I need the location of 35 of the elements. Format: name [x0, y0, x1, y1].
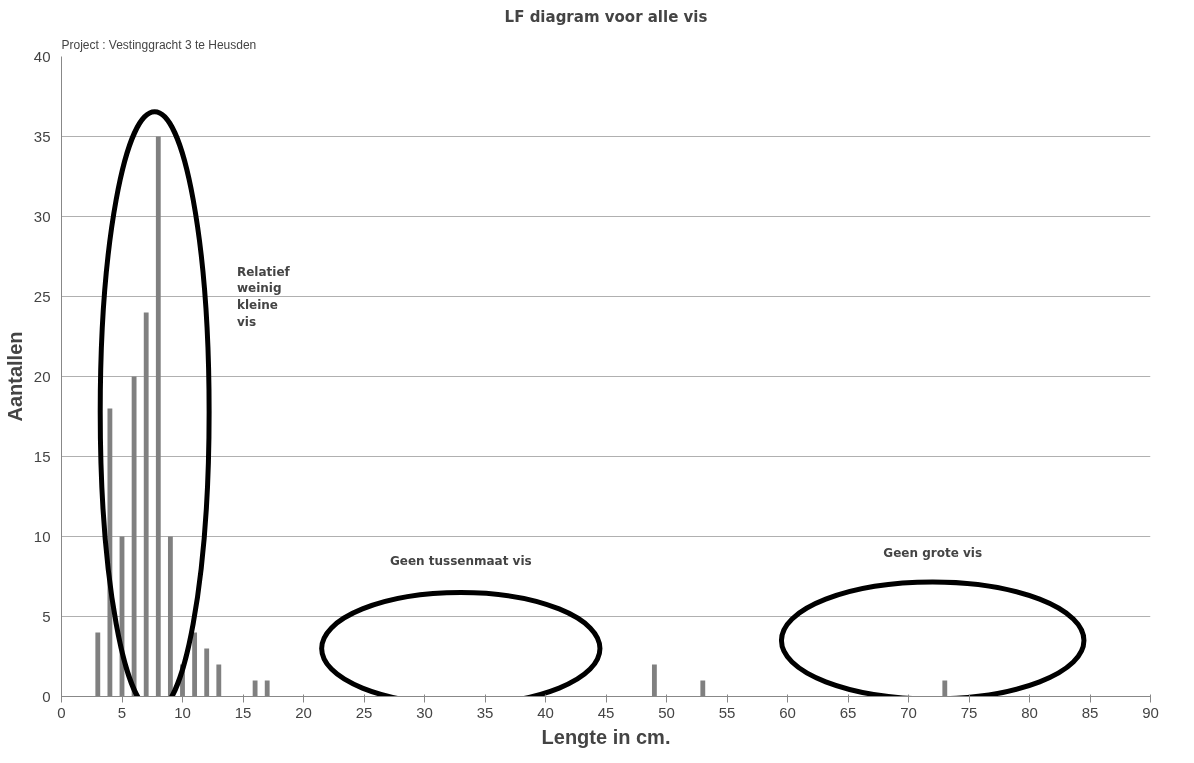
x-tick-label: 15: [234, 703, 252, 721]
x-tick-label: 40: [537, 703, 554, 721]
x-axis-title: Lengte in cm.: [541, 725, 671, 748]
y-tick-label: 10: [33, 527, 51, 545]
x-tick-label: 90: [1142, 703, 1159, 721]
x-tick-label: 80: [1021, 703, 1038, 721]
x-tick-label: 50: [658, 703, 675, 721]
x-tick-label: 85: [1081, 703, 1099, 721]
x-tick-label: 20: [295, 703, 312, 721]
x-tick-label: 55: [718, 703, 736, 721]
chart-subtitle: Project : Vestinggracht 3 te Heusden: [61, 37, 257, 52]
x-tick-label: 30: [416, 703, 433, 721]
x-tick-label: 65: [839, 703, 857, 721]
y-axis-title: Aantallen: [3, 331, 26, 422]
x-tick-label: 10: [174, 703, 191, 721]
x-tick-label: 25: [355, 703, 373, 721]
annotation: Geen tussenmaat vis: [389, 553, 532, 568]
annotation: Geen grote vis: [883, 545, 983, 560]
y-tick-label: 40: [33, 47, 51, 65]
y-tick-label: 20: [33, 367, 51, 385]
annotation: Relatief weinig kleine vis: [236, 264, 291, 329]
x-tick-label: 45: [597, 703, 615, 721]
y-tick-label: 30: [33, 207, 51, 225]
y-tick-label: 35: [33, 127, 51, 145]
y-tick-label: 0: [42, 687, 51, 705]
x-tick-label: 75: [960, 703, 978, 721]
chart-title: LF diagram voor alle vis: [504, 7, 708, 26]
x-tick-label: 35: [476, 703, 494, 721]
x-tick-label: 0: [57, 703, 66, 721]
y-tick-label: 25: [33, 287, 51, 305]
x-tick-label: 70: [900, 703, 917, 721]
x-tick-label: 60: [779, 703, 796, 721]
y-tick-label: 5: [42, 607, 51, 625]
x-tick-label: 5: [117, 703, 127, 721]
y-tick-label: 15: [33, 447, 51, 465]
